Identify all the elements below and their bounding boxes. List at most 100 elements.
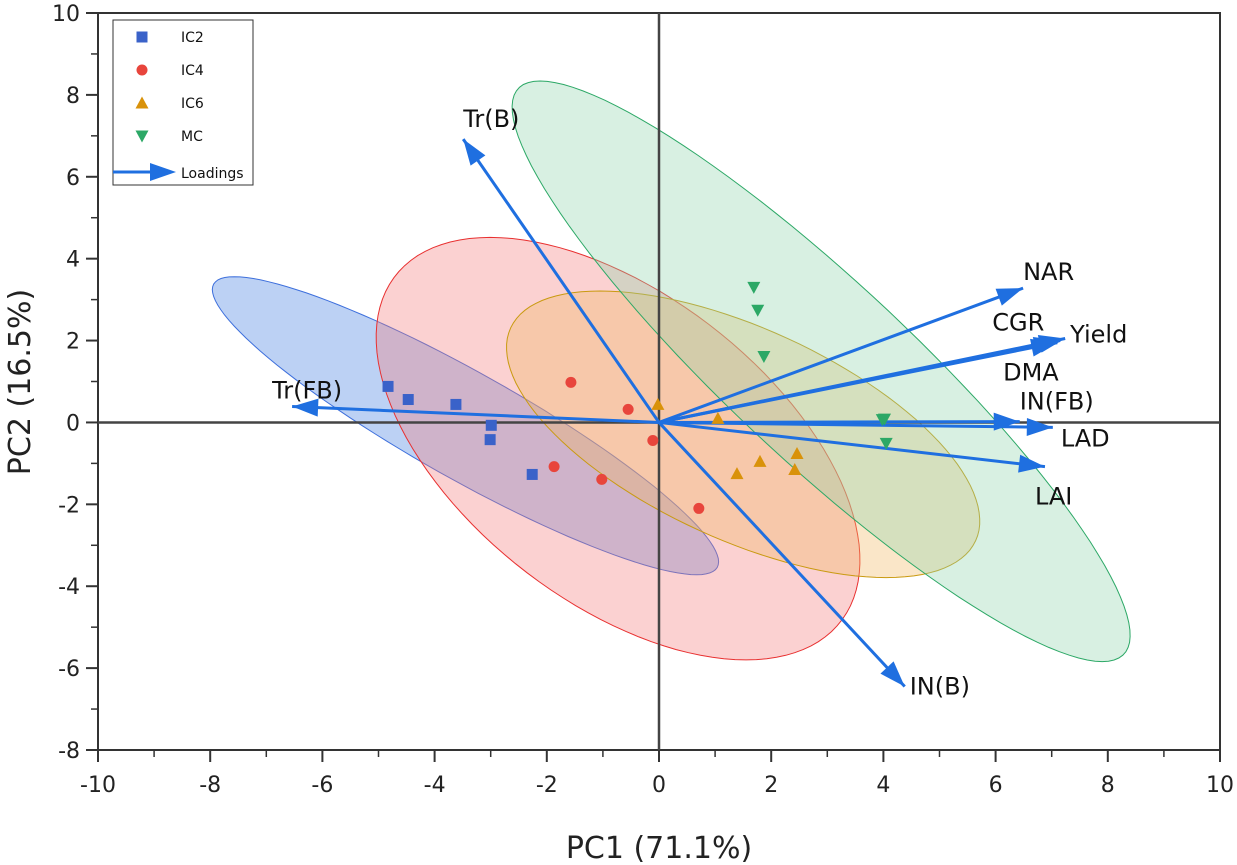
- arrowhead-icon: [995, 288, 1024, 306]
- y-tick-label: 8: [66, 84, 80, 109]
- loading-line: [292, 404, 660, 424]
- loading-dma: DMA: [658, 336, 1061, 424]
- data-point: [711, 411, 725, 424]
- x-tick-label: -4: [424, 773, 446, 798]
- y-tick-label: 6: [66, 166, 80, 191]
- loading-label: LAI: [1035, 483, 1072, 511]
- x-tick-label: -8: [199, 773, 221, 798]
- data-point: [651, 397, 665, 410]
- ellipse-ic6: [506, 290, 981, 579]
- data-point: [402, 394, 414, 406]
- arrowhead-icon: [1032, 336, 1061, 355]
- y-tick-label: 10: [52, 2, 80, 27]
- arrowhead-icon: [1026, 418, 1053, 437]
- arrowhead-icon: [292, 398, 319, 417]
- y-tick-label: -8: [58, 739, 80, 764]
- legend-marker-ic2: [136, 31, 148, 43]
- legend-box: [112, 19, 254, 186]
- loading-trfb: Tr(FB): [271, 376, 660, 424]
- legend-marker-ic4: [136, 64, 148, 76]
- loading-line: [658, 420, 1046, 469]
- loading-label: LAD: [1061, 424, 1110, 452]
- x-tick-label: -6: [311, 773, 333, 798]
- loading-nar: NAR: [658, 258, 1074, 424]
- y-tick-label: -6: [58, 657, 80, 682]
- loading-line: [658, 286, 1024, 424]
- loading-label: Tr(B): [462, 105, 519, 133]
- x-tick-label: 2: [764, 773, 778, 798]
- loading-label: Tr(FB): [271, 376, 342, 404]
- data-point: [878, 413, 892, 426]
- data-point: [753, 454, 767, 467]
- legend-label: IC2: [181, 30, 204, 46]
- x-tick-label: 0: [652, 773, 666, 798]
- loading-label: NAR: [1023, 258, 1074, 286]
- data-point: [484, 434, 496, 446]
- x-tick-label: 4: [876, 773, 890, 798]
- loading-lad: LAD: [658, 418, 1110, 452]
- legend-label: MC: [181, 129, 203, 145]
- data-point: [788, 463, 802, 476]
- x-tick-label: 6: [989, 773, 1003, 798]
- loading-line: [461, 138, 661, 424]
- data-point: [879, 437, 893, 450]
- data-point: [450, 398, 462, 410]
- confidence-ellipses: [211, 80, 1131, 663]
- y-axis-label: PC2 (16.5%): [3, 289, 38, 475]
- legend-marker-mc: [135, 130, 149, 143]
- legend: IC2 IC4 IC6 MC Loadings: [112, 19, 254, 186]
- y-tick-label: -4: [58, 575, 80, 600]
- y-tick-label: 2: [66, 330, 80, 355]
- legend-label: IC4: [181, 63, 204, 79]
- series-ic6: [651, 397, 804, 480]
- data-point: [747, 281, 761, 294]
- ellipse-ic2: [211, 276, 720, 576]
- arrowhead-icon: [463, 139, 486, 166]
- data-point: [548, 461, 560, 473]
- loading-inb: IN(B): [657, 421, 970, 701]
- data-point: [596, 473, 608, 485]
- data-point: [730, 467, 744, 480]
- data-point: [565, 376, 577, 388]
- data-point: [647, 434, 659, 446]
- series-ic2: [382, 380, 538, 480]
- data-point: [757, 351, 771, 364]
- data-point: [790, 447, 804, 460]
- legend-label: Loadings: [181, 166, 244, 182]
- y-tick-label: -2: [58, 493, 80, 518]
- data-point: [693, 502, 705, 514]
- ellipse-ic4: [375, 236, 861, 661]
- y-tick-label: 4: [66, 248, 80, 273]
- x-tick-label: 10: [1206, 773, 1234, 798]
- loading-line: [657, 421, 906, 688]
- loading-label: IN(FB): [1020, 388, 1094, 416]
- loading-label: Yield: [1069, 321, 1127, 349]
- data-point: [485, 419, 497, 431]
- loading-line: [658, 420, 1053, 429]
- loading-label: CGR: [992, 309, 1044, 337]
- arrowhead-icon: [880, 661, 905, 687]
- x-tick-label: -2: [536, 773, 558, 798]
- y-tick-label: 0: [66, 411, 80, 436]
- data-point: [622, 403, 634, 415]
- loading-label: DMA: [1003, 359, 1059, 387]
- x-tick-label: 8: [1101, 773, 1115, 798]
- x-axis-label: PC1 (71.1%): [566, 831, 752, 865]
- ellipse-mc: [511, 80, 1131, 663]
- data-point: [526, 468, 538, 480]
- loading-trb: Tr(B): [461, 105, 661, 424]
- loading-label: IN(B): [910, 673, 970, 701]
- loading-lai: LAI: [658, 420, 1072, 511]
- legend-label: IC6: [181, 96, 204, 112]
- series-ic4: [548, 376, 705, 514]
- legend-marker-ic6: [135, 96, 149, 109]
- arrowhead-icon: [150, 163, 176, 181]
- data-point: [382, 380, 394, 392]
- data-points: [382, 281, 893, 514]
- data-point: [751, 304, 765, 317]
- x-tick-label: -10: [80, 773, 116, 798]
- loading-line: [658, 339, 1061, 424]
